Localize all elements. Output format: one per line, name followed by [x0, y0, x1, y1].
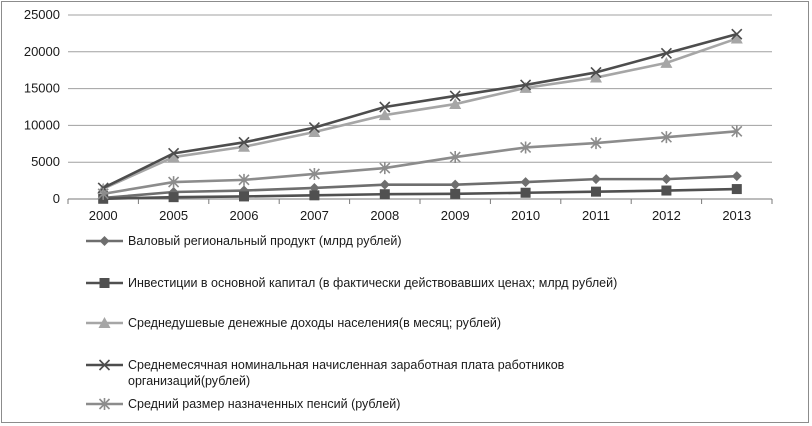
- data-point: [168, 192, 179, 203]
- legend-label: Среднемесячная номинальная начисленная з…: [128, 358, 565, 372]
- x-tick-label: 2000: [89, 208, 118, 223]
- legend-entry-2: Инвестиции в основной капитал (в фактиче…: [86, 276, 617, 290]
- data-point: [308, 126, 321, 138]
- data-point: [661, 185, 672, 196]
- data-point: [309, 190, 320, 201]
- legend-swatch-marker: [99, 236, 110, 246]
- data-point: [590, 66, 602, 78]
- data-point: [450, 179, 461, 190]
- data-point: [239, 191, 249, 202]
- data-point: [591, 186, 601, 197]
- y-tick-label: 15000: [24, 81, 60, 96]
- legend-swatch-marker: [99, 278, 110, 288]
- legend: Валовый региональный продукт (млрд рубле…: [86, 234, 617, 411]
- x-tick-label: 2013: [722, 208, 751, 223]
- data-point: [731, 184, 742, 195]
- data-point: [238, 136, 250, 148]
- data-point: [660, 56, 673, 68]
- x-tick-label: 2005: [159, 208, 188, 223]
- data-point: [520, 187, 531, 198]
- legend-swatch-marker: [98, 398, 111, 410]
- x-tick-label: 2009: [441, 208, 470, 223]
- data-point: [590, 71, 602, 83]
- data-point: [308, 167, 320, 180]
- y-tick-label: 20000: [24, 44, 60, 59]
- data-point: [520, 79, 532, 91]
- series-3: [97, 32, 743, 194]
- data-point: [168, 147, 180, 159]
- legend-label: организаций(рублей): [128, 374, 250, 388]
- data-point: [591, 174, 601, 185]
- legend-entry-5: Средний размер назначенных пенсий (рубле…: [86, 397, 400, 411]
- gridlines: [68, 14, 772, 163]
- data-point: [167, 151, 180, 163]
- series-4: [97, 28, 743, 194]
- series-line: [103, 174, 737, 200]
- data-point: [519, 81, 532, 93]
- data-point: [449, 90, 461, 102]
- series-lines: [97, 28, 743, 204]
- x-tick-label: 2007: [300, 208, 329, 223]
- y-tick-label: 5000: [31, 154, 60, 169]
- legend-swatch-marker: [98, 359, 111, 371]
- data-point: [378, 109, 391, 121]
- x-tick-label: 2011: [582, 208, 610, 223]
- data-point: [97, 187, 109, 200]
- series-line: [102, 32, 738, 190]
- data-point: [379, 101, 391, 113]
- data-point: [379, 179, 390, 190]
- data-point: [590, 137, 602, 150]
- x-tick-label: 2006: [230, 208, 259, 223]
- legend-label: Валовый региональный продукт (млрд рубле…: [128, 234, 402, 248]
- series-line: [103, 187, 737, 201]
- x-tick-label: 2010: [511, 208, 540, 223]
- legend-swatch-marker: [98, 317, 111, 328]
- x-tick-label: 2012: [652, 208, 681, 223]
- data-point: [450, 188, 461, 199]
- data-point: [520, 141, 532, 154]
- data-point: [449, 151, 461, 164]
- data-point: [731, 125, 743, 138]
- data-point: [379, 162, 391, 175]
- data-point: [731, 28, 743, 40]
- data-point: [660, 131, 672, 144]
- legend-entry-4: Среднемесячная номинальная начисленная з…: [86, 358, 565, 388]
- series-line: [102, 129, 737, 196]
- data-point: [660, 47, 672, 59]
- series-5: [97, 125, 743, 200]
- data-point: [379, 189, 390, 200]
- y-tick-label: 10000: [24, 117, 60, 132]
- legend-label: Средний размер назначенных пенсий (рубле…: [128, 397, 400, 411]
- legend-label: Инвестиции в основной капитал (в фактиче…: [128, 276, 617, 290]
- series-line: [102, 37, 738, 190]
- data-point: [449, 98, 462, 110]
- y-tick-label: 25000: [24, 7, 60, 22]
- legend-entry-3: Среднедушевые денежные доходы населения(…: [86, 316, 501, 330]
- data-point: [520, 177, 531, 188]
- y-tick-label: 0: [53, 191, 60, 206]
- data-point: [168, 176, 180, 189]
- data-point: [730, 32, 743, 44]
- axes: 0 5000 10000 15000 20000 25000 2000 2005 2006 200…: [24, 7, 773, 223]
- data-point: [238, 173, 250, 186]
- data-point: [731, 171, 742, 182]
- data-point: [661, 174, 672, 185]
- data-point: [238, 140, 250, 152]
- data-point: [308, 122, 320, 134]
- x-tick-label: 2008: [370, 208, 399, 223]
- legend-label: Среднедушевые денежные доходы населения(…: [128, 316, 501, 330]
- legend-entry-1: Валовый региональный продукт (млрд рубле…: [86, 234, 402, 248]
